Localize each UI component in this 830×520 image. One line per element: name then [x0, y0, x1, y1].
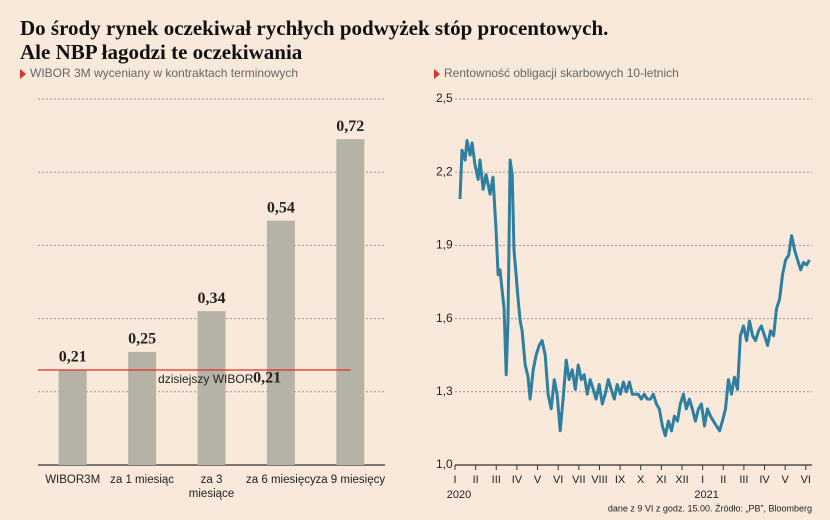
- marker: [434, 69, 440, 79]
- x-tick-label: V: [534, 474, 542, 486]
- bar: [336, 139, 365, 465]
- bar: [128, 351, 157, 465]
- y-tick-label: 1,9: [436, 238, 453, 252]
- x-tick-label: XI: [656, 474, 666, 486]
- x-tick-label: X: [637, 474, 645, 486]
- value-label: 0,54: [267, 199, 295, 216]
- x-tick-label: VII: [572, 474, 585, 486]
- x-tick-label: VI: [553, 474, 563, 486]
- x-tick-label: II: [473, 474, 479, 486]
- y-tick-label: 2,5: [436, 91, 453, 105]
- x-tick-label: VI: [801, 474, 811, 486]
- value-label: 0,25: [128, 331, 156, 348]
- title-line: Ale NBP łagodzi te oczekiwania: [20, 40, 303, 64]
- y-tick-label: 1,0: [436, 457, 453, 471]
- bar: [58, 369, 87, 465]
- x-tick-label: za 1 miesiąc: [110, 474, 175, 486]
- value-label: 0,34: [198, 290, 226, 307]
- x-tick-label: VIII: [591, 474, 608, 486]
- reference-label: dzisiejszy WIBOR: [158, 372, 254, 386]
- y-tick-label: 2,2: [436, 164, 453, 178]
- value-label: 0,72: [336, 118, 364, 135]
- bar: [197, 311, 226, 465]
- subtitle: WIBOR 3M wyceniany w kontraktach termino…: [30, 66, 298, 80]
- x-tick-label: I: [453, 474, 456, 486]
- x-tick-label: XII: [675, 474, 688, 486]
- year-label: 2021: [694, 489, 718, 501]
- x-tick-label: za 3 miesiące: [188, 474, 235, 500]
- x-tick-label: II: [720, 474, 726, 486]
- y-tick-label: 1,3: [436, 384, 453, 398]
- x-tick-label: I: [701, 474, 704, 486]
- title-line: Do środy rynek oczekiwał rychłych podwyż…: [20, 16, 608, 40]
- bar: [266, 220, 295, 465]
- marker: [20, 69, 26, 79]
- x-tick-label: za 9 miesięcy: [315, 474, 386, 486]
- series-line: [458, 139, 811, 438]
- year-label: 2020: [447, 489, 471, 501]
- x-tick-label: III: [492, 474, 501, 486]
- x-tick-label: za 6 miesięcy: [246, 474, 316, 486]
- x-tick-label: III: [739, 474, 748, 486]
- x-tick-label: IX: [615, 474, 626, 486]
- x-tick-label: IV: [512, 474, 523, 486]
- x-tick-label: IV: [759, 474, 770, 486]
- reference-value: 0,21: [253, 370, 281, 387]
- y-tick-label: 1,6: [436, 311, 453, 325]
- subtitle: Rentowność obligacji skarbowych 10-letni…: [444, 66, 679, 80]
- value-label: 0,21: [59, 349, 87, 366]
- x-tick-label: V: [782, 474, 790, 486]
- footnote: dane z 9 VI z godz. 15.00. Źródło: „PB”,…: [608, 503, 812, 513]
- x-tick-label: WIBOR3M: [45, 474, 101, 486]
